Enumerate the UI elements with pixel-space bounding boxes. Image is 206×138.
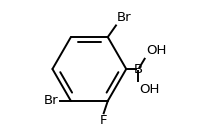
Text: B: B xyxy=(133,63,142,75)
Text: Br: Br xyxy=(43,94,58,108)
Text: OH: OH xyxy=(139,83,159,96)
Text: F: F xyxy=(100,114,108,127)
Text: OH: OH xyxy=(146,44,166,57)
Text: Br: Br xyxy=(117,11,131,24)
